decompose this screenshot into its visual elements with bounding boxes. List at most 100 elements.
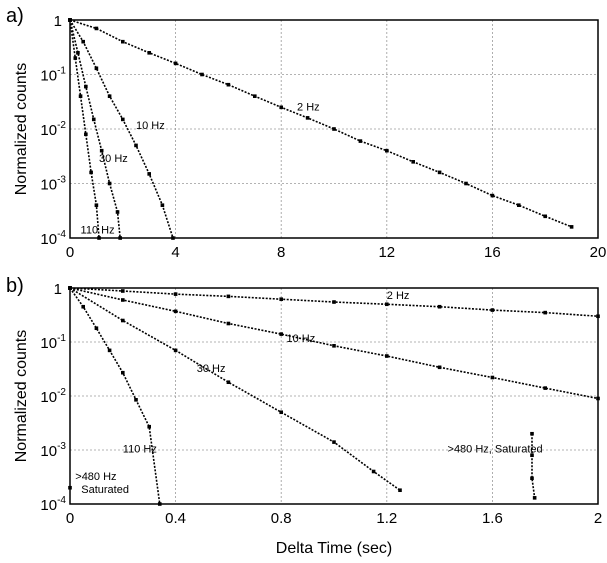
x-tick-label: 1.2	[376, 510, 397, 527]
data-point	[530, 453, 534, 458]
data-point	[279, 410, 283, 415]
panel-letter: b)	[6, 275, 24, 297]
x-tick-label: 20	[590, 244, 607, 261]
data-point	[121, 117, 125, 122]
data-point	[226, 82, 231, 87]
data-point	[121, 289, 125, 293]
data-point	[107, 348, 112, 353]
x-tick-label: 0	[66, 510, 74, 527]
series-label: 110 Hz	[123, 443, 157, 455]
data-point	[173, 61, 178, 66]
series-label: 2 Hz	[387, 290, 410, 302]
data-point	[358, 139, 363, 143]
data-point	[94, 26, 99, 31]
y-tick-label: 10-4	[40, 495, 66, 514]
data-point	[305, 116, 310, 120]
series-0: 2 Hz	[68, 18, 574, 229]
data-point	[385, 148, 389, 153]
panel-b: b) 0 0.4 0.8 1.2 1.6 2 1 10-1 10-2 10-3 10-4 Normali…	[6, 275, 602, 557]
x-tick-label: 0.4	[165, 510, 186, 527]
data-point	[437, 304, 442, 309]
series-line	[69, 287, 161, 505]
plot-frame	[69, 287, 599, 505]
data-point	[464, 181, 468, 186]
y-axis-title: Normalized counts	[13, 63, 30, 196]
data-point	[532, 496, 537, 500]
y-tick-label: 10-3	[40, 175, 66, 194]
data-point	[171, 236, 175, 240]
data-point	[68, 485, 72, 490]
series-line	[69, 287, 401, 491]
data-point	[332, 344, 336, 348]
data-point	[332, 300, 336, 304]
data-point	[543, 214, 547, 219]
data-point	[490, 375, 495, 380]
data-point	[530, 431, 534, 436]
panel-letter: a)	[6, 5, 24, 27]
data-point	[91, 117, 96, 122]
data-point	[200, 72, 204, 77]
data-point	[97, 236, 101, 240]
data-point	[596, 314, 600, 319]
data-point	[121, 370, 125, 375]
data-point	[543, 310, 547, 315]
data-point	[94, 203, 99, 207]
data-point	[332, 440, 336, 444]
data-point	[437, 365, 442, 370]
data-point	[118, 236, 122, 240]
data-point	[107, 94, 112, 98]
data-point	[147, 172, 151, 176]
y-tick-label: 1	[54, 13, 62, 30]
series-4: >480 Hz, Saturated	[448, 431, 543, 500]
series-line	[531, 433, 536, 498]
data-point	[569, 225, 574, 229]
y-tick-label: 10-4	[40, 229, 66, 248]
data-point	[94, 66, 99, 71]
y-tick-label: 10-3	[40, 441, 66, 460]
data-point	[78, 94, 83, 98]
data-point	[385, 302, 389, 307]
data-point	[596, 396, 600, 401]
x-tick-label: 12	[378, 244, 395, 261]
data-point	[147, 424, 151, 429]
data-point	[437, 170, 442, 175]
series-line	[69, 19, 121, 239]
data-point	[107, 181, 112, 186]
y-axis-title: Normalized counts	[13, 330, 30, 463]
data-point	[279, 105, 283, 110]
data-point	[517, 203, 521, 207]
series-label: 2 Hz	[297, 101, 320, 113]
data-point	[279, 297, 283, 302]
series-line	[69, 19, 572, 228]
data-point	[76, 51, 80, 55]
data-point	[332, 127, 336, 131]
y-tick-label: 10-1	[40, 333, 66, 352]
data-point	[543, 386, 547, 390]
plot-frame	[69, 19, 599, 239]
data-point	[160, 203, 165, 207]
series-line	[69, 287, 599, 400]
series-label-line-2: Saturated	[81, 484, 129, 496]
data-point	[147, 51, 151, 55]
data-point	[68, 286, 72, 290]
data-point	[134, 398, 138, 402]
data-point	[385, 354, 389, 358]
series-label: 30 Hz	[197, 363, 226, 375]
series-1: 10 Hz	[68, 18, 175, 240]
data-point	[490, 308, 495, 312]
series-label: 110 Hz	[81, 225, 115, 237]
data-point	[73, 56, 78, 60]
series-3: 110 Hz	[68, 18, 115, 240]
x-tick-label: 1.6	[482, 510, 503, 527]
data-point	[89, 170, 93, 175]
x-tick-label: 0	[66, 244, 74, 261]
data-point	[134, 143, 138, 148]
data-point	[226, 321, 231, 326]
data-point	[173, 309, 178, 314]
data-point	[121, 298, 125, 302]
x-tick-label: 2	[594, 510, 602, 527]
series-2: 30 Hz	[68, 286, 402, 493]
data-point	[157, 502, 162, 506]
